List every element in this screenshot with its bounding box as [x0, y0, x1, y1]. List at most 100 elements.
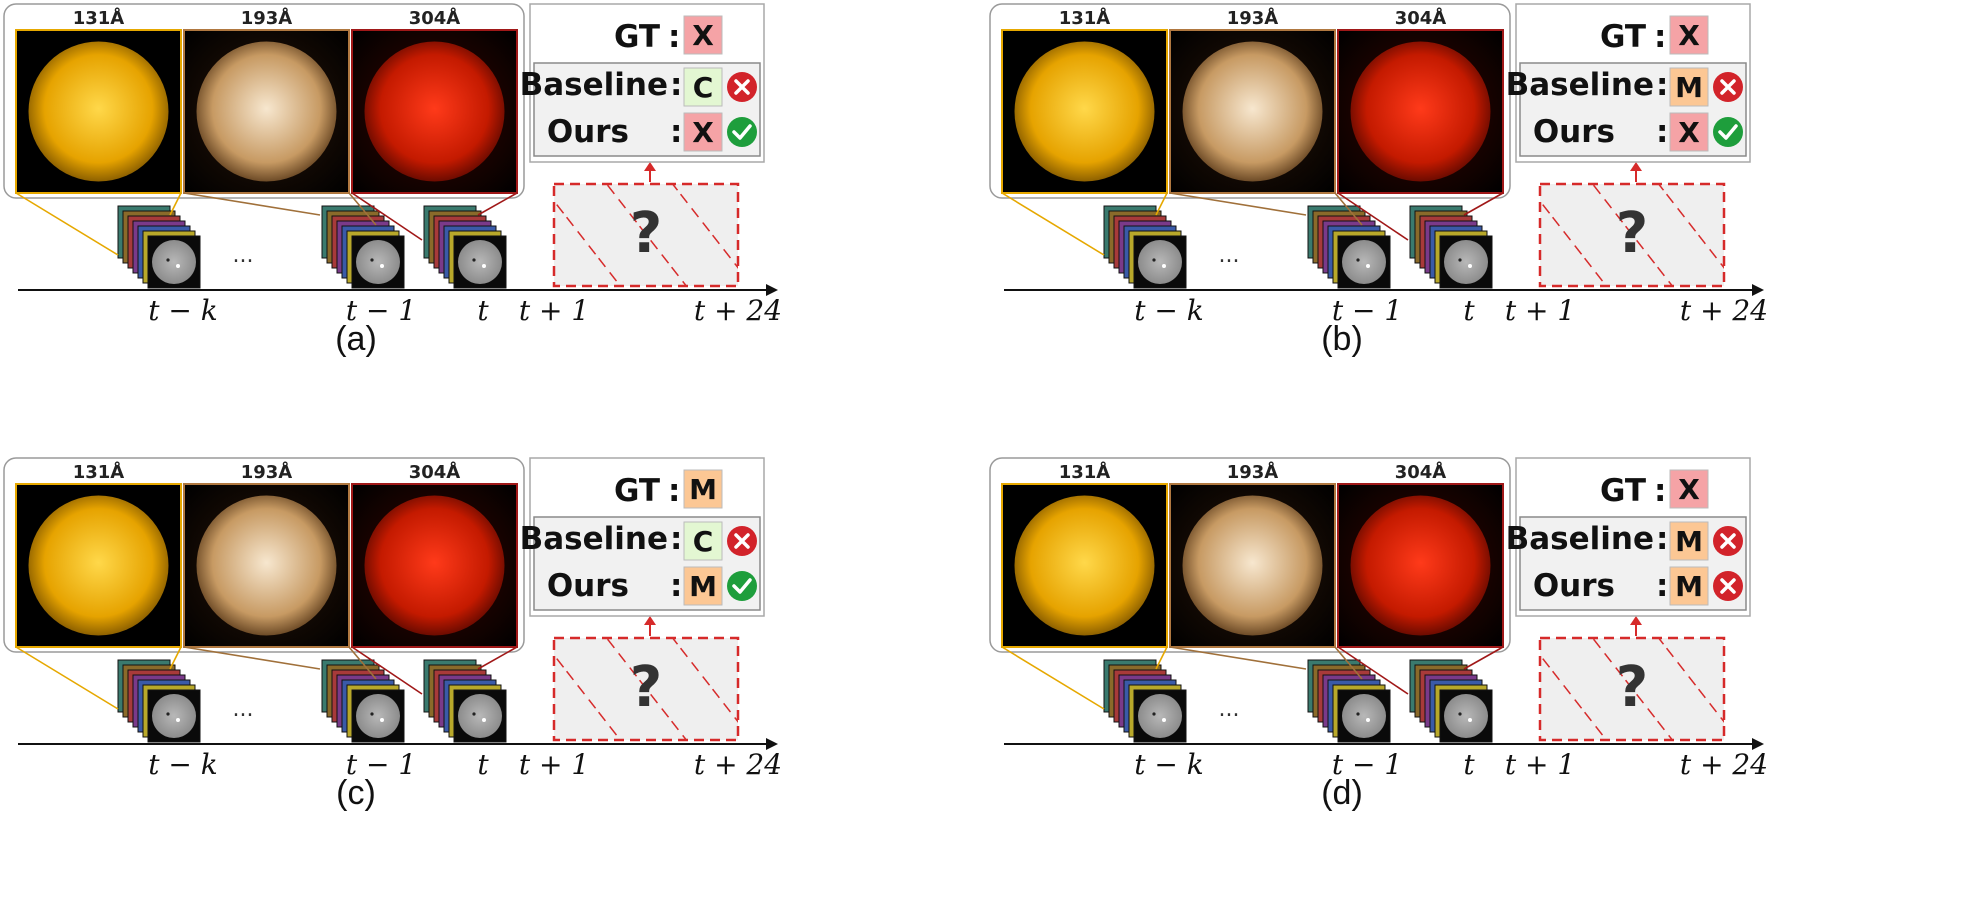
connector-line [1463, 192, 1504, 216]
connector-line [1169, 192, 1307, 216]
aia-304-image [351, 483, 518, 648]
colon: : [668, 19, 680, 55]
aia-304-image [351, 29, 518, 194]
magnetogram-sun [152, 694, 196, 738]
tick-t-plus-1: t + 1 [1505, 294, 1575, 327]
aia-131-image [1001, 29, 1168, 194]
time-axis-arrow [1752, 738, 1764, 750]
connector-line [477, 646, 518, 670]
cross-icon [727, 72, 757, 102]
ellipsis: ... [1219, 697, 1240, 722]
class-letter: M [689, 570, 717, 603]
colon: : [1656, 114, 1668, 150]
connector-line [1001, 192, 1105, 256]
magnetogram-sun [356, 240, 400, 284]
tick-t-minus-k: t − k [148, 294, 217, 327]
magnetogram-sun [1444, 694, 1488, 738]
tick-t-minus-k: t − k [148, 748, 217, 781]
connector-line [477, 192, 518, 216]
tick-t-minus-k: t − k [1134, 294, 1203, 327]
colon: : [670, 67, 682, 103]
baseline-label: Baseline [1506, 521, 1654, 557]
aia-193-image [1169, 483, 1336, 648]
tick-t-plus-1: t + 1 [519, 294, 589, 327]
aia-131-image [15, 29, 182, 194]
stack-t-minus-1 [1307, 205, 1391, 289]
wavelength-label: 304Å [409, 6, 461, 29]
wavelength-label: 193Å [1227, 6, 1279, 29]
arrow-up-head [644, 616, 656, 625]
tick-t: t [1463, 294, 1475, 327]
connector-line [169, 192, 182, 216]
class-letter: X [1678, 473, 1700, 506]
arrow-up-head [1630, 162, 1642, 171]
magnetogram-sun [1342, 694, 1386, 738]
class-letter: M [689, 473, 717, 506]
tick-t: t [477, 294, 489, 327]
class-letter: C [693, 71, 714, 104]
connector-line [183, 192, 321, 216]
connector-line [1334, 192, 1363, 226]
magnetogram-sun [1138, 694, 1182, 738]
class-letter: M [1675, 570, 1703, 603]
class-letter: X [1678, 19, 1700, 52]
aia-193-image [183, 29, 350, 194]
connector-line [351, 646, 423, 695]
wavelength-label: 193Å [241, 460, 293, 483]
tick-t-minus-1: t − 1 [1332, 748, 1402, 781]
ours-label: Ours [547, 568, 629, 604]
colon: : [1654, 473, 1666, 509]
magnetogram-sun [1342, 240, 1386, 284]
gt-class-box: X [683, 15, 723, 55]
tick-t-plus-24: t + 24 [694, 748, 782, 781]
prediction-window [552, 636, 740, 742]
stack-t [1409, 205, 1493, 289]
wavelength-label: 131Å [1059, 460, 1111, 483]
wavelength-label: 131Å [1059, 6, 1111, 29]
baseline-label: Baseline [520, 521, 668, 557]
aia-193-image [183, 483, 350, 648]
connector-line [1155, 192, 1168, 216]
colon: : [670, 114, 682, 150]
connector-line [1155, 646, 1168, 670]
connector-line [1463, 646, 1504, 670]
colon: : [1654, 19, 1666, 55]
colon: : [1656, 568, 1668, 604]
ellipsis: ... [1219, 243, 1240, 268]
gt-label: GT [614, 473, 660, 509]
connector-line [169, 646, 182, 670]
wavelength-label: 304Å [409, 460, 461, 483]
stack-t-minus-k [117, 659, 201, 743]
connector-line [351, 192, 423, 241]
class-letter: M [1675, 71, 1703, 104]
wavelength-label: 304Å [1395, 460, 1447, 483]
magnetogram-sun [1138, 240, 1182, 284]
aia-193-image [1169, 29, 1336, 194]
tick-t-minus-1: t − 1 [346, 748, 416, 781]
arrow-up-head [1630, 616, 1642, 625]
tick-t: t [1463, 748, 1475, 781]
colon: : [670, 568, 682, 604]
aia-131-image [1001, 483, 1168, 648]
stack-t [1409, 659, 1493, 743]
stack-t-minus-1 [1307, 659, 1391, 743]
time-axis-arrow [1752, 284, 1764, 296]
prediction-window [552, 182, 740, 288]
aia-304-image [1337, 483, 1504, 648]
gt-label: GT [1600, 473, 1646, 509]
time-axis-arrow [766, 738, 778, 750]
magnetogram-sun [152, 240, 196, 284]
gt-label: GT [1600, 19, 1646, 55]
class-letter: X [692, 19, 714, 52]
ours-class-box: M [1669, 566, 1709, 606]
gt-class-box: M [683, 469, 723, 509]
time-axis-arrow [766, 284, 778, 296]
magnetogram-sun [458, 694, 502, 738]
magnetogram-sun [356, 694, 400, 738]
wavelength-label: 131Å [73, 460, 125, 483]
gt-class-box: X [1669, 15, 1709, 55]
check-icon [727, 117, 757, 147]
tick-t-plus-24: t + 24 [1680, 294, 1768, 327]
